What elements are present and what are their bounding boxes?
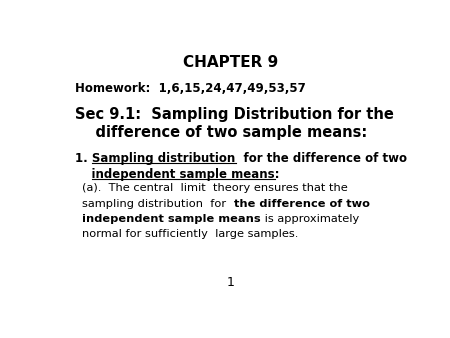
Text: sampling distribution  for: sampling distribution for bbox=[82, 198, 234, 209]
Text: 1.: 1. bbox=[76, 152, 92, 165]
Text: difference of two sample means:: difference of two sample means: bbox=[76, 125, 368, 140]
Text: is approximately: is approximately bbox=[261, 214, 359, 224]
Text: independent sample means: independent sample means bbox=[76, 168, 275, 181]
Text: 1: 1 bbox=[227, 276, 234, 289]
Text: independent sample means:: independent sample means: bbox=[76, 168, 280, 181]
Text: CHAPTER 9: CHAPTER 9 bbox=[183, 55, 278, 70]
Text: independent sample means:: independent sample means: bbox=[76, 168, 280, 181]
Text: 1. Sampling distribution  for the difference of two: 1. Sampling distribution for the differe… bbox=[76, 152, 407, 165]
Text: the difference of two: the difference of two bbox=[234, 198, 369, 209]
Text: Homework:  1,6,15,24,47,49,53,57: Homework: 1,6,15,24,47,49,53,57 bbox=[76, 82, 306, 95]
Text: Sec 9.1:  Sampling Distribution for the: Sec 9.1: Sampling Distribution for the bbox=[76, 107, 394, 122]
Text: (a).  The central  limit  theory ensures that the: (a). The central limit theory ensures th… bbox=[82, 183, 348, 193]
Text: independent sample means: independent sample means bbox=[82, 214, 261, 224]
Text: normal for sufficiently  large samples.: normal for sufficiently large samples. bbox=[82, 229, 299, 239]
Text: 1. Sampling distribution: 1. Sampling distribution bbox=[76, 152, 236, 165]
